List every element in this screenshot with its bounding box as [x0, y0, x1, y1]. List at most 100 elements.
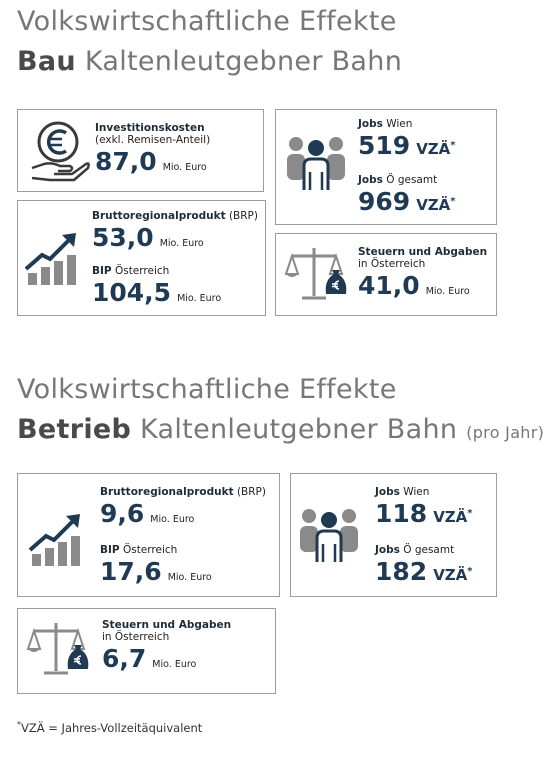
lab: BIP Österreich	[92, 265, 221, 277]
qualifier: (BRP)	[236, 486, 266, 498]
qualifier: (BRP)	[228, 210, 258, 222]
val: 969 VZÄ*	[358, 187, 456, 216]
val: 87,0 Mio. Euro	[95, 147, 210, 176]
val: 17,6 Mio. Euro	[100, 557, 212, 586]
value: 118	[375, 499, 428, 528]
val: 182 VZÄ*	[375, 557, 473, 586]
qualifier: Ö gesamt	[386, 174, 438, 186]
unit: Mio. Euro	[425, 286, 470, 297]
card-brp: Bruttoregionalprodukt (BRP) 9,6 Mio. Euro…	[17, 473, 280, 597]
qualifier: Ö gesamt	[403, 544, 455, 556]
value: 53,0	[92, 223, 154, 252]
unit: Mio. Euro	[159, 238, 204, 249]
vz: VZÄ*	[433, 508, 472, 526]
footnote-text: VZÄ = Jahres-Vollzeitäquivalent	[21, 720, 203, 735]
blk: Bruttoregionalprodukt (BRP) 53,0 Mio. Eur…	[92, 210, 258, 252]
footnote: *VZÄ = Jahres-Vollzeitäquivalent	[17, 720, 202, 735]
qualifier: Österreich	[114, 265, 170, 277]
icon-growth	[28, 514, 80, 566]
section-subtitle: Bau Kaltenleutgebner Bahn	[17, 46, 402, 77]
lab: Investitionskosten	[95, 122, 210, 134]
blk: Bruttoregionalprodukt (BRP) 9,6 Mio. Euro	[100, 486, 266, 528]
label: BIP	[92, 265, 112, 277]
value: 6,7	[102, 644, 147, 673]
val: 118 VZÄ*	[375, 499, 473, 528]
label: Bruttoregionalprodukt	[92, 210, 226, 222]
vz: VZÄ*	[433, 566, 472, 584]
unit: Mio. Euro	[177, 293, 222, 304]
card-jobs: Jobs Wien 519 VZÄ* Jobs Ö gesamt 969 VZÄ*	[275, 109, 497, 225]
unit: Mio. Euro	[152, 659, 197, 670]
lab: Jobs Ö gesamt	[358, 174, 456, 186]
unit: VZÄ	[433, 508, 468, 526]
unit: VZÄ	[433, 566, 468, 584]
blk: Investitionskosten (exkl. Remisen-Anteil…	[95, 122, 210, 176]
blk: Steuern und Abgaben in Österreich 41,0 Mi…	[358, 246, 487, 300]
subtitle-bold: Bau	[17, 46, 76, 77]
lab: Jobs Wien	[375, 486, 473, 498]
qualifier: in Österreich	[358, 258, 426, 270]
blk: Jobs Ö gesamt 182 VZÄ*	[375, 544, 473, 586]
note-mark: *	[450, 196, 456, 207]
unit: VZÄ	[416, 140, 451, 158]
lab: Steuern und Abgaben	[102, 619, 231, 631]
value: 104,5	[92, 278, 172, 307]
blk: BIP Österreich 17,6 Mio. Euro	[100, 544, 212, 586]
subtitle-rest: Kaltenleutgebner Bahn	[140, 414, 458, 445]
value: 41,0	[358, 271, 420, 300]
section-title: Volkswirtschaftliche Effekte	[17, 374, 397, 405]
icon-euro-hand	[31, 121, 90, 182]
value: 17,6	[100, 557, 162, 586]
vz: VZÄ*	[416, 140, 455, 158]
subtitle-bold: Betrieb	[17, 414, 132, 445]
lab: Bruttoregionalprodukt (BRP)	[100, 486, 266, 498]
lab: Jobs Ö gesamt	[375, 544, 473, 556]
unit: VZÄ	[416, 196, 451, 214]
val: 6,7 Mio. Euro	[102, 644, 231, 673]
value: 182	[375, 557, 428, 586]
icon-scale	[26, 623, 89, 675]
note-mark: *	[450, 140, 456, 151]
subtitle-rest: Kaltenleutgebner Bahn	[84, 46, 403, 77]
val: 41,0 Mio. Euro	[358, 271, 487, 300]
value: 969	[358, 187, 411, 216]
card-tax: Steuern und Abgaben in Österreich 6,7 Mio…	[17, 608, 276, 694]
icon-scale	[284, 248, 347, 300]
label: Investitionskosten	[95, 122, 205, 134]
val: 9,6 Mio. Euro	[100, 499, 266, 528]
label: Jobs	[358, 174, 383, 186]
qualifier: Wien	[386, 118, 413, 130]
label: BIP	[100, 544, 120, 556]
icon-people	[287, 137, 345, 190]
subtitle-suffix: (pro Jahr)	[466, 423, 545, 442]
blk: Jobs Wien 519 VZÄ*	[358, 118, 456, 160]
qualifier: Wien	[403, 486, 430, 498]
sublabel: (exkl. Remisen-Anteil)	[95, 134, 211, 146]
card-brp: Bruttoregionalprodukt (BRP) 53,0 Mio. Eur…	[17, 200, 266, 316]
value: 519	[358, 131, 411, 160]
label: Bruttoregionalprodukt	[100, 486, 234, 498]
unit: Mio. Euro	[150, 514, 195, 525]
unit: Mio. Euro	[167, 572, 212, 583]
qualifier: in Österreich	[102, 631, 170, 643]
icon-people	[300, 509, 358, 562]
card-tax: Steuern und Abgaben in Österreich 41,0 Mi…	[275, 233, 497, 316]
label: Steuern und Abgaben	[102, 619, 232, 631]
unit: Mio. Euro	[162, 162, 207, 173]
label: Jobs	[358, 118, 383, 130]
note-mark: *	[467, 566, 473, 577]
section-subtitle: Betrieb Kaltenleutgebner Bahn (pro Jahr)	[17, 414, 544, 445]
blk: Jobs Wien 118 VZÄ*	[375, 486, 473, 528]
note-mark: *	[467, 508, 473, 519]
blk: Jobs Ö gesamt 969 VZÄ*	[358, 174, 456, 216]
label: Jobs	[375, 486, 400, 498]
lab: Jobs Wien	[358, 118, 456, 130]
lab: BIP Österreich	[100, 544, 212, 556]
label: Steuern und Abgaben	[358, 246, 488, 258]
value: 87,0	[95, 147, 157, 176]
blk: BIP Österreich 104,5 Mio. Euro	[92, 265, 221, 307]
blk: Steuern und Abgaben in Österreich 6,7 Mio…	[102, 619, 231, 673]
lab: Steuern und Abgaben	[358, 246, 487, 258]
section-title: Volkswirtschaftliche Effekte	[17, 6, 397, 37]
